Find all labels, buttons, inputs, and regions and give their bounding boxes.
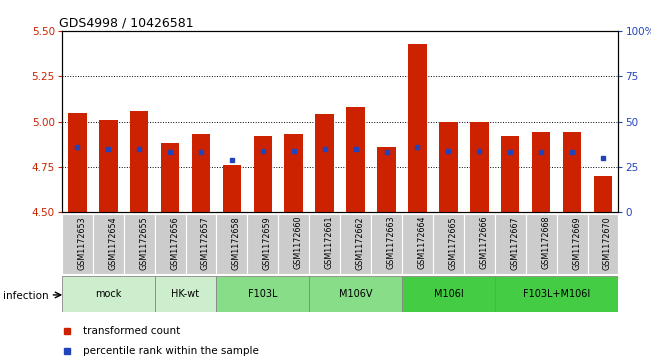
Bar	[191, 134, 210, 212]
Bar	[278, 214, 309, 274]
Bar	[525, 214, 557, 274]
Bar	[309, 276, 402, 312]
Bar	[284, 134, 303, 212]
Text: GSM1172661: GSM1172661	[325, 216, 334, 269]
Bar	[562, 132, 581, 212]
Text: transformed count: transformed count	[83, 326, 180, 336]
Bar	[470, 122, 488, 212]
Bar	[309, 214, 340, 274]
Bar	[216, 214, 247, 274]
Bar	[495, 214, 525, 274]
Text: GSM1172659: GSM1172659	[263, 216, 272, 270]
Text: GSM1172670: GSM1172670	[603, 216, 612, 270]
Text: mock: mock	[95, 289, 122, 299]
Text: GDS4998 / 10426581: GDS4998 / 10426581	[59, 17, 194, 30]
Bar	[62, 214, 92, 274]
Bar	[433, 214, 464, 274]
Bar	[216, 276, 309, 312]
Bar	[501, 136, 519, 212]
Bar	[62, 276, 154, 312]
Text: GSM1172665: GSM1172665	[449, 216, 458, 270]
Bar	[92, 214, 124, 274]
Text: percentile rank within the sample: percentile rank within the sample	[83, 346, 259, 356]
Bar	[340, 214, 371, 274]
Bar	[154, 276, 216, 312]
Text: GSM1172666: GSM1172666	[479, 216, 488, 269]
Bar	[161, 143, 179, 212]
Bar	[99, 120, 117, 212]
Bar	[124, 214, 154, 274]
Bar	[495, 276, 618, 312]
Text: GSM1172669: GSM1172669	[572, 216, 581, 270]
Bar	[186, 214, 216, 274]
Text: GSM1172662: GSM1172662	[355, 216, 365, 270]
Text: GSM1172663: GSM1172663	[387, 216, 396, 269]
Text: HK-wt: HK-wt	[171, 289, 200, 299]
Bar	[315, 114, 334, 212]
Bar	[402, 214, 433, 274]
Text: GSM1172653: GSM1172653	[77, 216, 87, 270]
Bar	[247, 214, 278, 274]
Text: GSM1172654: GSM1172654	[108, 216, 117, 270]
Text: F103L: F103L	[248, 289, 277, 299]
Bar	[402, 276, 495, 312]
Bar	[532, 132, 550, 212]
Text: GSM1172656: GSM1172656	[170, 216, 179, 270]
Bar	[223, 165, 241, 212]
Bar	[346, 107, 365, 212]
Bar	[154, 214, 186, 274]
Text: GSM1172658: GSM1172658	[232, 216, 241, 270]
Text: infection: infection	[3, 291, 49, 301]
Bar	[439, 122, 458, 212]
Text: GSM1172664: GSM1172664	[417, 216, 426, 269]
Bar	[377, 147, 396, 212]
Bar	[408, 44, 426, 212]
Bar	[68, 113, 87, 212]
Text: M106I: M106I	[434, 289, 464, 299]
Bar	[557, 214, 587, 274]
Text: M106V: M106V	[339, 289, 372, 299]
Text: GSM1172660: GSM1172660	[294, 216, 303, 269]
Text: F103L+M106I: F103L+M106I	[523, 289, 590, 299]
Bar	[371, 214, 402, 274]
Bar	[130, 111, 148, 212]
Bar	[594, 176, 612, 212]
Text: GSM1172668: GSM1172668	[541, 216, 550, 269]
Bar	[587, 214, 618, 274]
Text: GSM1172667: GSM1172667	[510, 216, 519, 270]
Bar	[253, 136, 272, 212]
Bar	[464, 214, 495, 274]
Text: GSM1172655: GSM1172655	[139, 216, 148, 270]
Text: GSM1172657: GSM1172657	[201, 216, 210, 270]
